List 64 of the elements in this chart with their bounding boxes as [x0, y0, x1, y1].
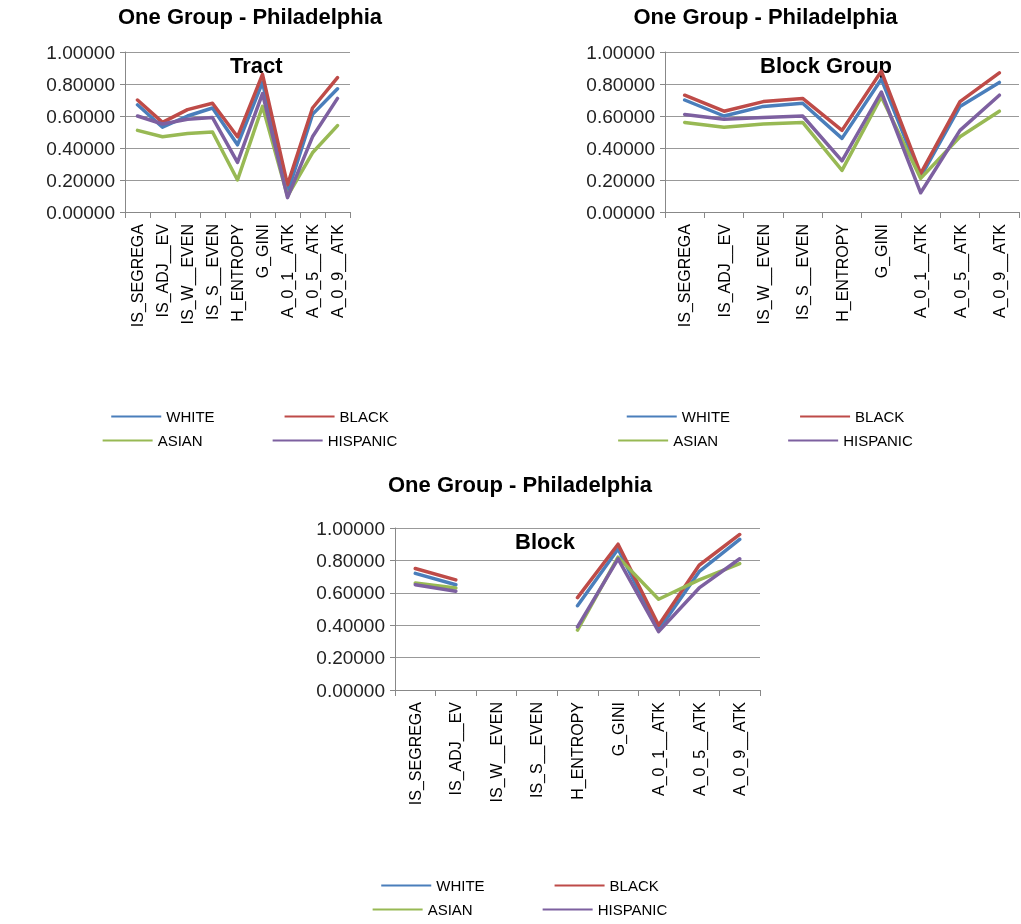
- y-tick-label: 0.40000: [586, 137, 655, 159]
- x-tick-label: A_0_9__ATK: [329, 223, 347, 318]
- x-tick-label: H_ENTROPY: [569, 701, 587, 800]
- y-tick-label: 1.00000: [316, 517, 385, 539]
- y-tick-label: 0.20000: [46, 169, 115, 191]
- x-tick-label: IS_S__EVEN: [204, 224, 222, 321]
- annotation: Block Group: [760, 52, 893, 78]
- x-tick-label: A_0_5__ATK: [951, 223, 970, 318]
- y-tick-label: 0.60000: [46, 105, 115, 127]
- x-tick-label: IS_ADJ__EV: [715, 223, 734, 318]
- x-tick-label: A_0_1__ATK: [912, 223, 931, 318]
- legend-label: BLACK: [339, 408, 389, 425]
- y-tick-label: 0.40000: [46, 137, 115, 159]
- legend-label: BLACK: [609, 877, 659, 894]
- x-tick-label: A_0_9__ATK: [990, 223, 1009, 318]
- y-tick-label: 0.20000: [316, 647, 385, 669]
- x-tick-label: IS_SEGREGA: [676, 223, 695, 328]
- legend-label: ASIAN: [427, 901, 473, 918]
- x-tick-label: IS_S__EVEN: [528, 702, 547, 799]
- legend-label: WHITE: [681, 408, 731, 425]
- x-tick-label: IS_W__EVEN: [179, 224, 197, 325]
- legend-label: ASIAN: [157, 432, 203, 449]
- y-tick-label: 0.00000: [316, 679, 385, 701]
- legend-label: HISPANIC: [327, 432, 398, 449]
- legend-label: HISPANIC: [597, 901, 668, 918]
- legend-label: BLACK: [855, 408, 905, 425]
- x-tick-label: G_GINI: [254, 224, 272, 279]
- chart-title: One Group - Philadelphia: [633, 3, 899, 29]
- x-tick-label: IS_S__EVEN: [794, 224, 813, 321]
- legend-label: WHITE: [166, 408, 215, 425]
- x-tick-label: IS_ADJ__EV: [447, 701, 466, 796]
- x-tick-label: A_0_5__ATK: [690, 701, 709, 796]
- x-tick-label: IS_SEGREGA: [129, 223, 147, 328]
- annotation: Tract: [230, 52, 284, 78]
- x-tick-label: IS_W__EVEN: [487, 702, 506, 803]
- x-tick-label: H_ENTROPY: [833, 223, 852, 322]
- y-tick-label: 0.00000: [46, 201, 115, 223]
- y-tick-label: 0.00000: [586, 201, 655, 223]
- y-tick-label: 0.80000: [586, 73, 655, 95]
- chart-title: One Group - Philadelphia: [117, 3, 383, 29]
- y-tick-label: 0.80000: [46, 73, 115, 95]
- legend-label: ASIAN: [673, 432, 719, 449]
- x-tick-label: G_GINI: [609, 702, 628, 757]
- x-tick-label: IS_SEGREGA: [406, 701, 425, 806]
- y-tick-label: 1.00000: [586, 41, 655, 63]
- x-tick-label: IS_W__EVEN: [754, 224, 773, 325]
- x-tick-label: A_0_1__ATK: [279, 223, 297, 318]
- x-tick-label: G_GINI: [872, 224, 891, 279]
- x-tick-label: H_ENTROPY: [229, 223, 247, 322]
- x-tick-label: A_0_5__ATK: [304, 223, 322, 318]
- y-tick-label: 1.00000: [46, 41, 115, 63]
- x-tick-label: A_0_9__ATK: [731, 701, 750, 796]
- y-tick-label: 0.60000: [586, 105, 655, 127]
- legend-label: HISPANIC: [843, 432, 914, 449]
- x-tick-label: A_0_1__ATK: [650, 701, 669, 796]
- y-tick-label: 0.40000: [316, 614, 385, 636]
- y-tick-label: 0.80000: [316, 549, 385, 571]
- x-tick-label: IS_ADJ__EV: [154, 223, 172, 318]
- annotation: Block: [515, 528, 576, 554]
- y-tick-label: 0.20000: [586, 169, 655, 191]
- chart-title: One Group - Philadelphia: [387, 471, 653, 497]
- line-series: [682, 90, 1002, 195]
- legend-label: WHITE: [436, 877, 485, 894]
- y-tick-label: 0.60000: [316, 582, 385, 604]
